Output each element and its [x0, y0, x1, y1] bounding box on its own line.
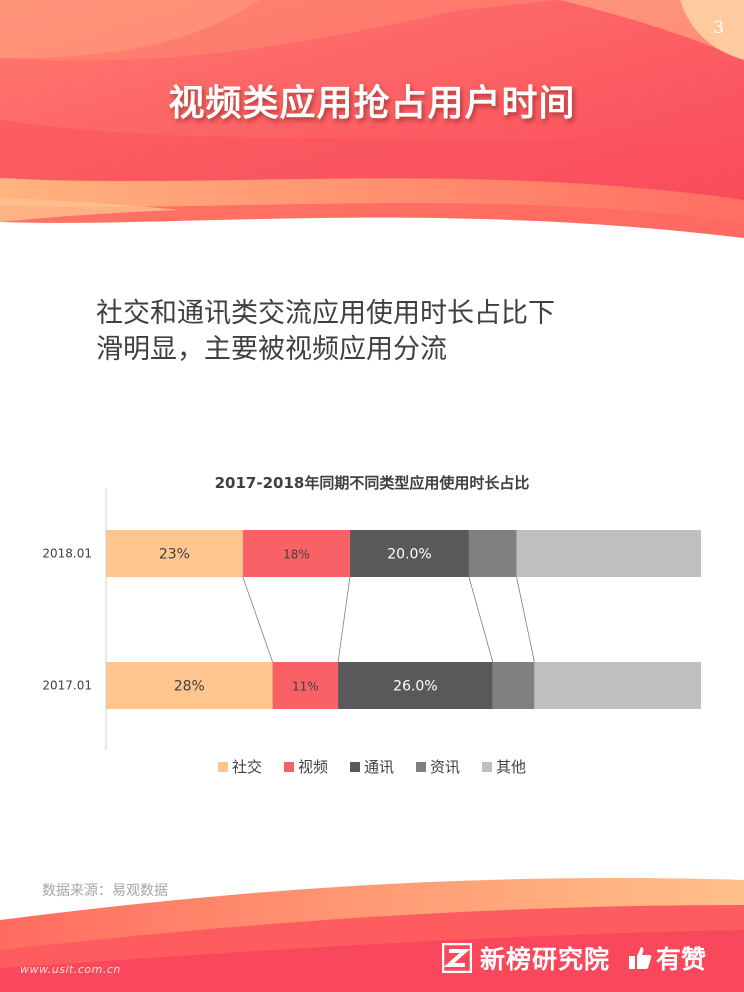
xinbang-logo-icon — [441, 943, 472, 973]
partner-name: 有赞 — [655, 945, 706, 974]
data-label: 26.0% — [393, 679, 437, 695]
legend-label: 其他 — [496, 758, 526, 776]
legend-swatch — [218, 762, 228, 772]
bar-segment-通讯 — [349, 530, 469, 577]
headline-line: 社交和通讯类交流应用使用时长占比下 — [96, 298, 555, 329]
brand-name: 新榜研究院 — [479, 945, 610, 974]
watermark: www.usit.com.cn — [20, 963, 121, 976]
legend-swatch — [482, 762, 492, 772]
bar-segment-视频 — [242, 530, 350, 577]
headline: 社交和通讯类交流应用使用时长占比下 滑明显，主要被视频应用分流 — [96, 296, 656, 368]
data-label: 11% — [292, 680, 319, 694]
y-tick-label: 2017.01 — [42, 679, 92, 693]
series-connector-line — [242, 576, 273, 663]
legend-swatch — [284, 762, 294, 772]
bar-segment-资讯 — [468, 530, 517, 577]
page-number: 3 — [713, 18, 724, 38]
thumbs-up-icon — [628, 947, 652, 969]
series-connector-line — [337, 576, 351, 663]
bar-segment-社交 — [106, 662, 273, 709]
legend-label: 视频 — [298, 758, 328, 776]
legend-swatch — [350, 762, 360, 772]
bar-segment-通讯 — [338, 662, 493, 709]
stacked-bar-chart: 2017-2018年同期不同类型应用使用时长占比 2018.01 23% 18% 20.… — [42, 474, 701, 776]
bar-segment-社交 — [106, 530, 243, 577]
legend-label: 社交 — [232, 758, 262, 776]
data-label: 20.0% — [387, 547, 431, 563]
headline-line: 滑明显，主要被视频应用分流 — [96, 334, 447, 365]
data-source-note: 数据来源：易观数据 — [42, 883, 168, 899]
data-label: 23% — [159, 547, 190, 563]
series-connector-line — [468, 576, 494, 663]
legend-label: 通讯 — [364, 758, 394, 776]
data-label: 18% — [283, 548, 310, 562]
brand-footer: 新榜研究院 有赞 — [441, 940, 706, 976]
bar-segment-其他 — [516, 530, 701, 577]
series-connector-line — [516, 576, 535, 663]
legend-label: 资讯 — [430, 758, 460, 776]
bar-segment-视频 — [272, 662, 339, 709]
bar-segment-资讯 — [492, 662, 535, 709]
legend-swatch — [416, 762, 426, 772]
chart-title: 2017-2018年同期不同类型应用使用时长占比 — [215, 474, 530, 492]
y-tick-label: 2018.01 — [42, 547, 92, 561]
bar-segment-其他 — [534, 662, 701, 709]
page-title: 视频类应用抢占用户时间 — [168, 83, 576, 124]
data-label: 28% — [174, 679, 205, 695]
